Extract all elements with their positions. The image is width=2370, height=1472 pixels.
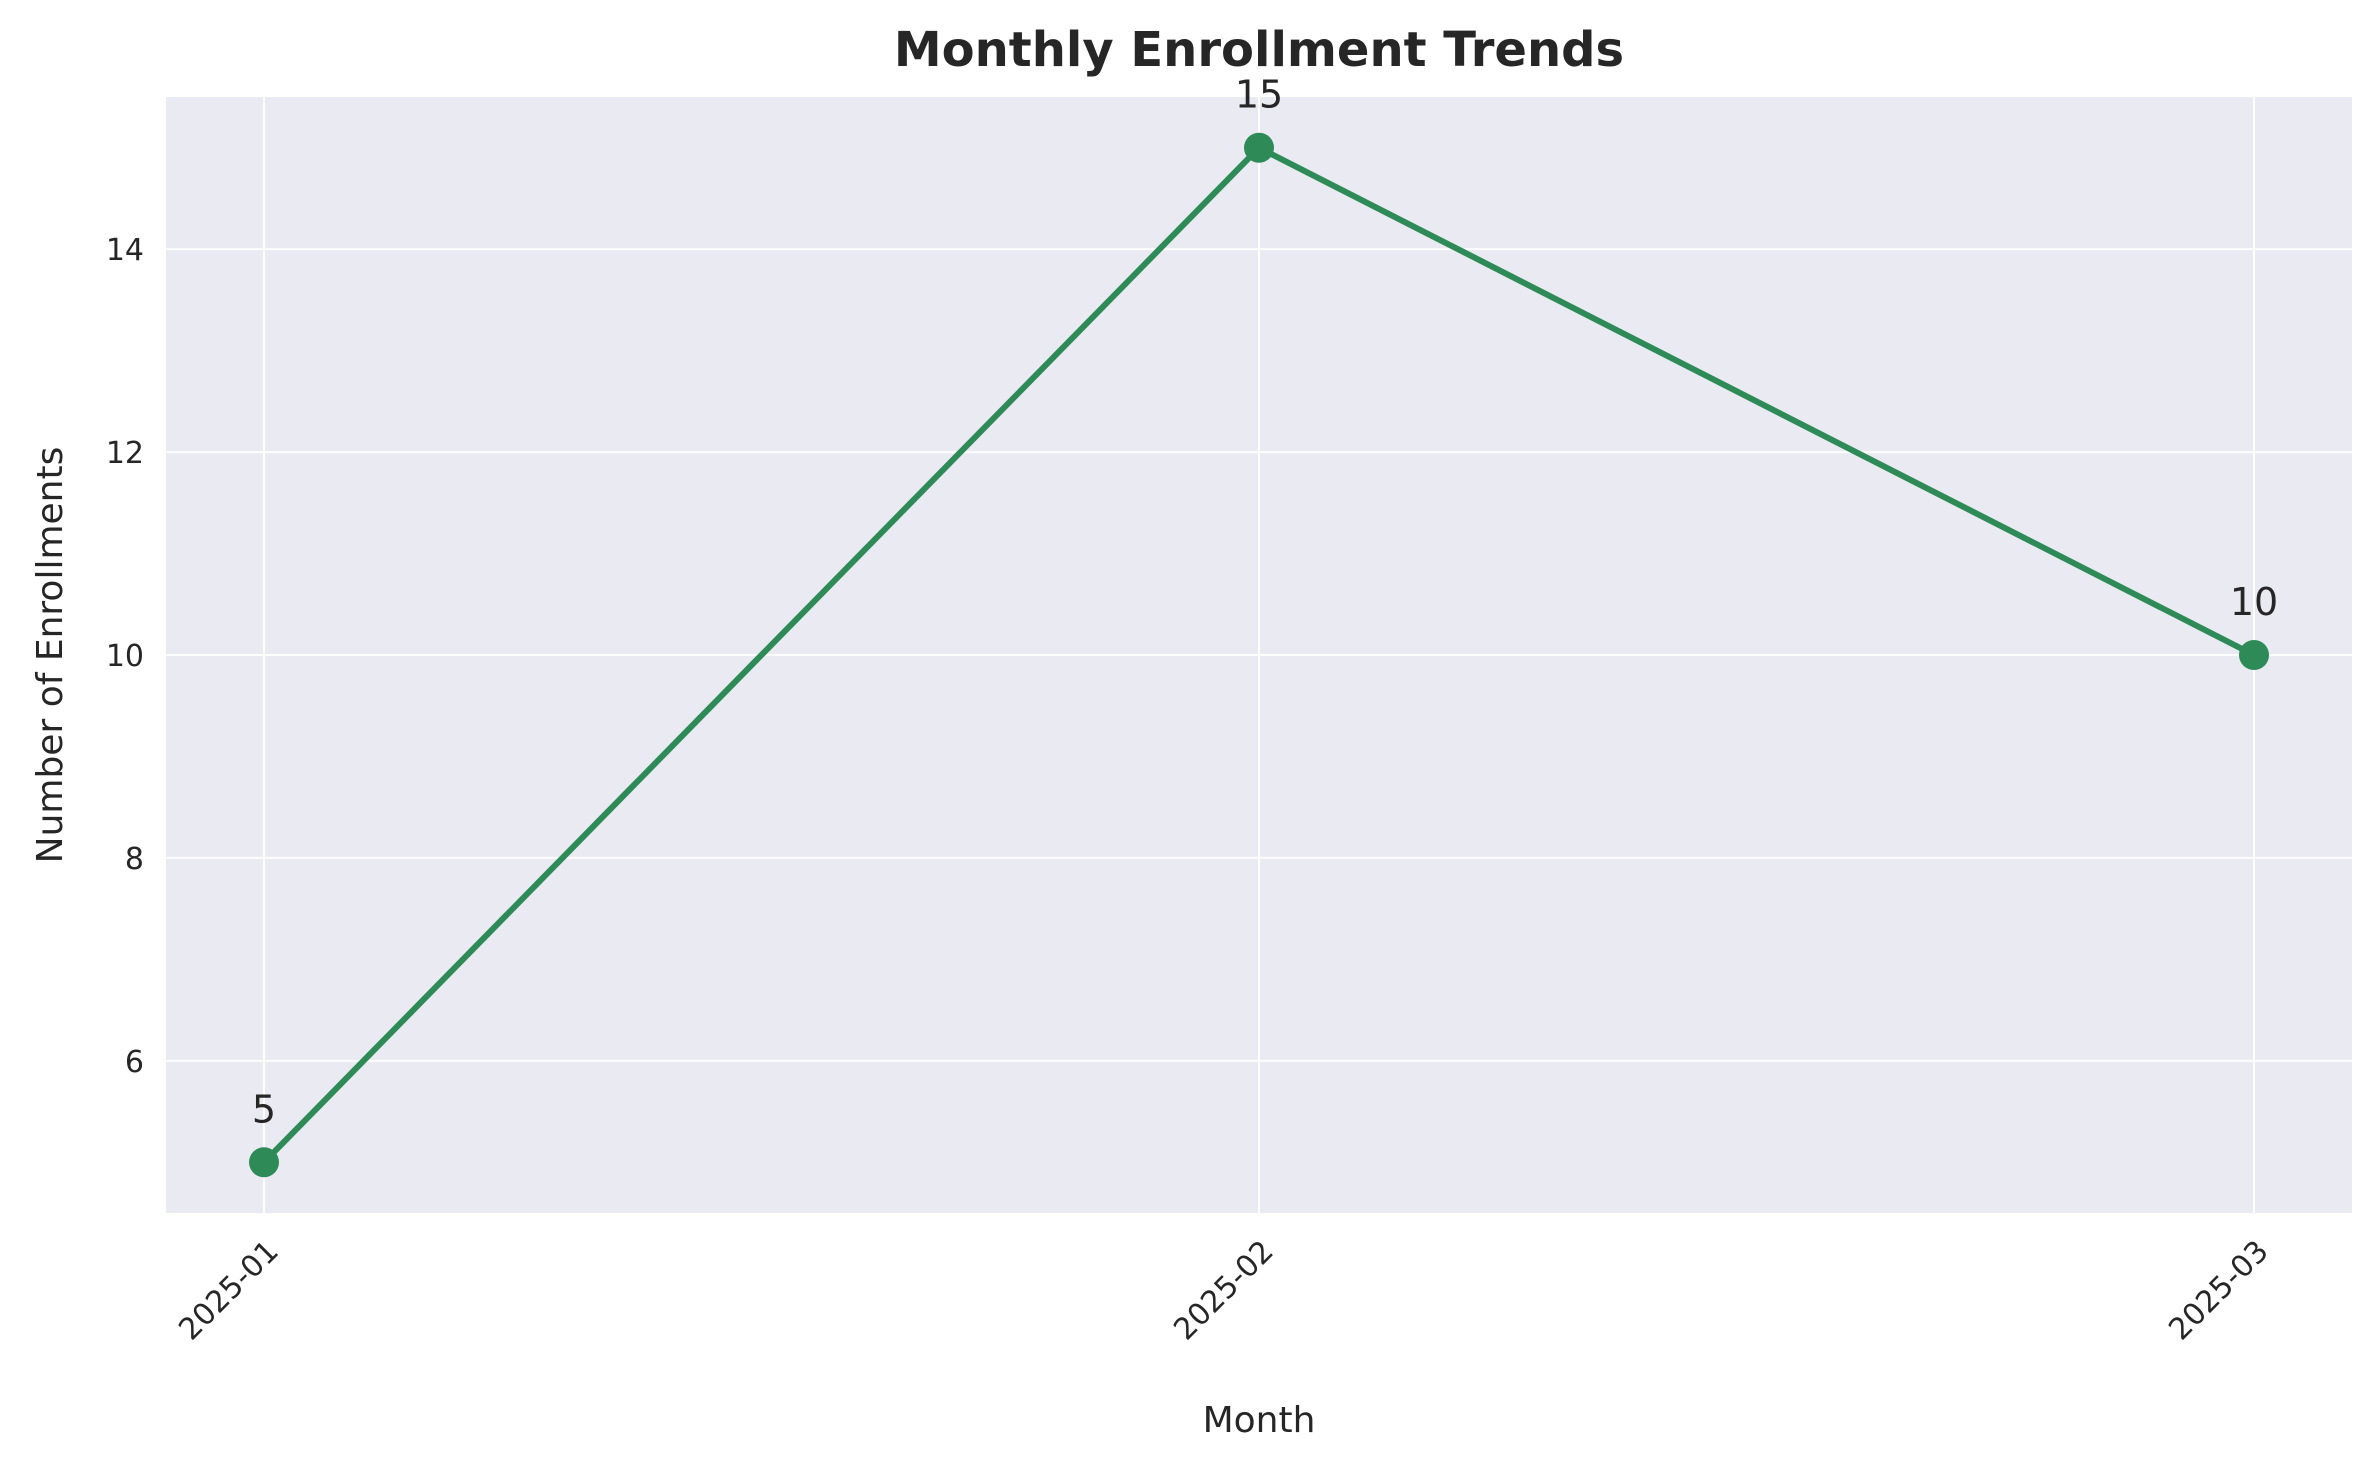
y-axis-ticks: 6 8 10 12 14 <box>106 233 144 1080</box>
data-point <box>1244 132 1274 163</box>
x-tick-label: 2025-02 <box>1167 1234 1280 1347</box>
x-axis-ticks: 2025-01 2025-02 2025-03 <box>172 1234 2275 1347</box>
data-point <box>249 1147 279 1178</box>
y-tick-label: 14 <box>106 233 144 268</box>
y-tick-label: 6 <box>125 1045 144 1080</box>
x-tick-label: 2025-03 <box>2162 1234 2275 1347</box>
grid-lines <box>166 97 2352 1213</box>
data-label: 15 <box>1235 73 1283 117</box>
y-tick-label: 12 <box>106 436 144 471</box>
chart-title: Monthly Enrollment Trends <box>894 22 1624 78</box>
series-group <box>249 132 2269 1178</box>
x-axis-label: Month <box>1203 1400 1316 1441</box>
x-tick-label: 2025-01 <box>172 1234 285 1347</box>
y-axis-label: Number of Enrollments <box>30 447 71 864</box>
data-label: 5 <box>252 1087 276 1131</box>
data-labels: 5 15 10 <box>252 73 2278 1132</box>
data-point <box>2239 640 2269 670</box>
y-tick-label: 10 <box>106 639 144 674</box>
data-label: 10 <box>2230 580 2278 624</box>
y-tick-label: 8 <box>125 842 144 877</box>
